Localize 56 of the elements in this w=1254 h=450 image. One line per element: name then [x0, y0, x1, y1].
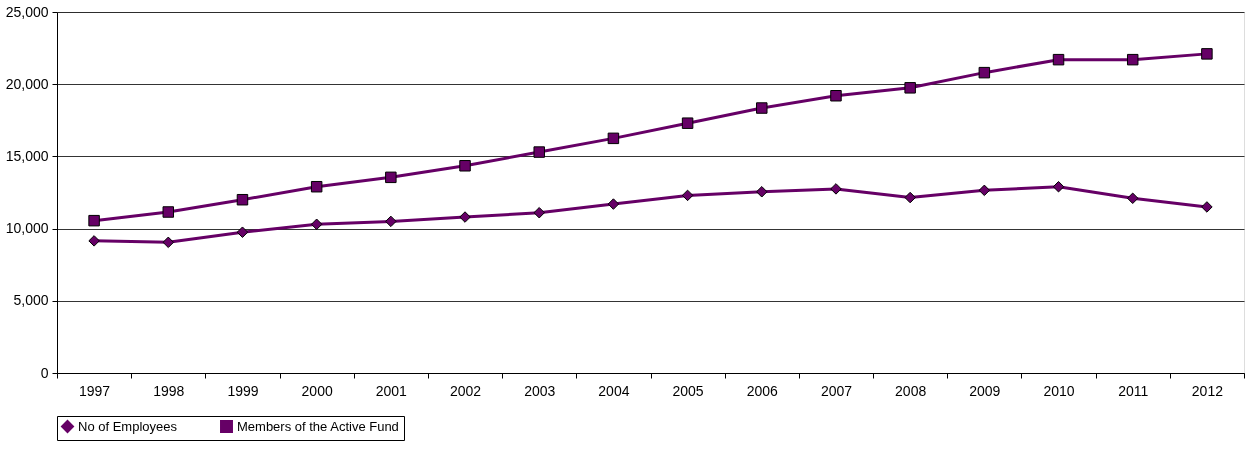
point: [459, 211, 471, 223]
point: [830, 183, 842, 195]
x-tick-label: 2012: [1191, 382, 1224, 399]
point: [830, 90, 842, 102]
point: [756, 102, 768, 114]
y-tick-label: 20,000: [5, 75, 49, 92]
x-tick-label: 2005: [672, 382, 704, 399]
x-tick-label: 1997: [79, 382, 111, 399]
point: [756, 186, 768, 198]
point: [533, 206, 545, 219]
point: [533, 146, 545, 158]
point: [310, 180, 323, 193]
x-tick-label: 2000: [301, 382, 333, 399]
point: [236, 193, 249, 206]
point: [681, 117, 694, 129]
point: [162, 236, 175, 249]
x-tick-label: 2008: [895, 382, 927, 399]
point: [385, 215, 397, 228]
x-tick-label: 2006: [746, 382, 779, 399]
x-tick-label: 2001: [375, 382, 408, 399]
point: [607, 198, 620, 210]
point: [236, 226, 249, 238]
x-tick-label: 2003: [524, 382, 556, 399]
y-tick-label: 25,000: [5, 3, 49, 20]
point: [1201, 201, 1213, 213]
x-tick-label: 2002: [449, 382, 482, 399]
point: [88, 214, 100, 227]
point: [162, 206, 175, 218]
point: [978, 66, 991, 79]
x-tick-label: 1998: [153, 382, 185, 399]
point: [607, 132, 620, 145]
point: [1126, 53, 1139, 66]
x-tick-label: 2007: [820, 382, 853, 399]
y-tick-label: 10,000: [5, 220, 49, 237]
legend-label: Members of the Active Fund: [237, 418, 399, 434]
point: [459, 160, 471, 172]
point: [978, 184, 991, 197]
x-tick-label: 2009: [969, 382, 1001, 399]
point: [310, 218, 323, 231]
point: [1052, 53, 1065, 66]
y-tick-label: 15,000: [5, 147, 49, 164]
y-tick-label: 0: [40, 364, 49, 381]
x-tick-label: 1999: [227, 382, 259, 399]
x-tick-label: 2011: [1118, 382, 1149, 399]
point: [88, 235, 100, 247]
x-tick-label: 2004: [598, 382, 630, 399]
y-tick-label: 5,000: [13, 292, 49, 309]
point: [681, 189, 694, 202]
point: [904, 191, 916, 204]
legend-label: No of Employees: [78, 418, 178, 434]
point: [1126, 192, 1139, 205]
point: [1052, 180, 1065, 193]
point: [385, 171, 397, 184]
x-tick-label: 2010: [1043, 382, 1075, 399]
point: [1201, 48, 1213, 60]
point: [904, 82, 916, 94]
